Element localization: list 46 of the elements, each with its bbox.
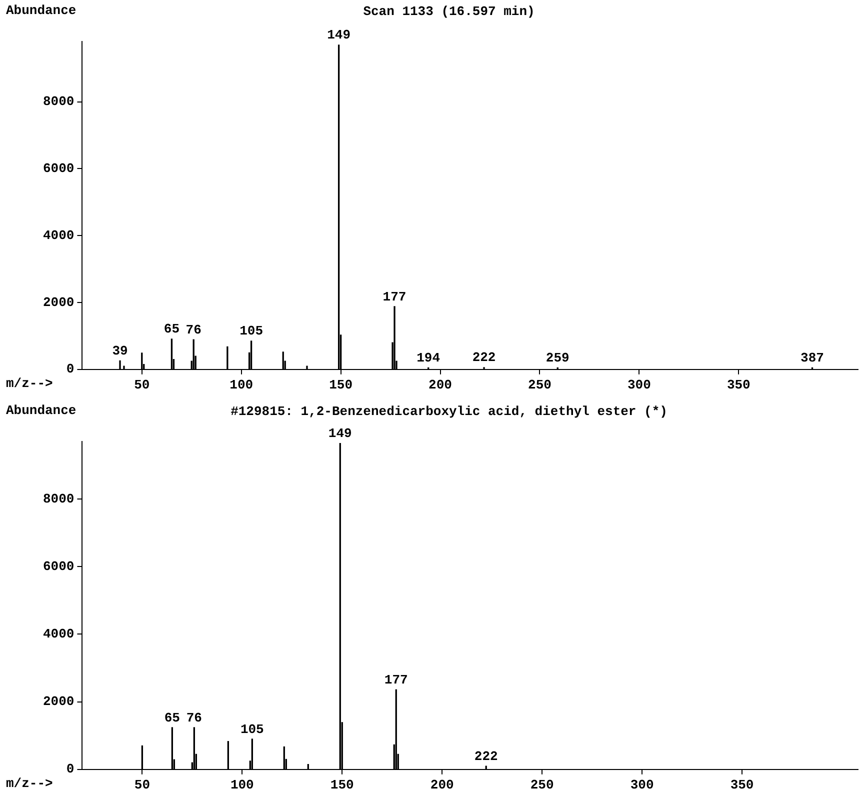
annotation: 149 bbox=[327, 28, 351, 43]
x-tick-label: 300 bbox=[630, 777, 654, 792]
x-tick-label: 50 bbox=[134, 377, 150, 392]
x-tick-label: 300 bbox=[627, 377, 652, 392]
y-tick-label: 0 bbox=[66, 362, 74, 377]
annotation: 39 bbox=[112, 343, 128, 358]
annotation: 65 bbox=[164, 710, 180, 726]
annotation: 387 bbox=[800, 350, 824, 366]
x-tick-label: 350 bbox=[726, 377, 751, 392]
x-tick-label: 150 bbox=[329, 377, 353, 392]
annotation: 177 bbox=[384, 672, 408, 688]
y-tick-label: 6000 bbox=[42, 558, 74, 574]
y-tick-label: 6000 bbox=[42, 160, 74, 176]
chart-title: Scan 1133 (16.597 min) bbox=[363, 4, 535, 20]
y-tick-label: 2000 bbox=[42, 694, 74, 710]
x-tick-label: 200 bbox=[428, 377, 452, 392]
y-axis-title: Abundance bbox=[6, 402, 76, 418]
x-tick-label: 250 bbox=[530, 777, 554, 792]
y-tick-label: 0 bbox=[66, 762, 74, 777]
y-tick-label: 8000 bbox=[42, 94, 74, 110]
annotation: 65 bbox=[164, 322, 180, 337]
x-axis-title: m/z--> bbox=[6, 376, 54, 392]
y-axis-title: Abundance bbox=[6, 2, 76, 18]
y-tick-label: 4000 bbox=[42, 228, 74, 243]
annotation: 76 bbox=[186, 322, 202, 338]
x-tick-label: 250 bbox=[528, 377, 552, 392]
annotation: 76 bbox=[186, 710, 202, 726]
x-tick-label: 350 bbox=[730, 777, 754, 792]
annotation: 177 bbox=[382, 289, 406, 304]
y-tick-label: 4000 bbox=[42, 626, 74, 642]
annotation: 194 bbox=[416, 350, 440, 366]
annotation: 105 bbox=[240, 722, 264, 737]
annotation: 149 bbox=[328, 426, 352, 442]
x-tick-label: 100 bbox=[230, 377, 254, 392]
annotation: 222 bbox=[474, 748, 498, 764]
annotation: 105 bbox=[240, 324, 264, 339]
chart-title: #129815: 1,2-Benzenedicarboxylic acid, diethyl ester (*) bbox=[230, 404, 668, 420]
annotation: 259 bbox=[546, 350, 570, 366]
x-tick-label: 100 bbox=[230, 777, 254, 792]
x-tick-label: 150 bbox=[330, 777, 354, 792]
y-tick-label: 2000 bbox=[42, 294, 74, 310]
y-tick-label: 8000 bbox=[42, 491, 74, 506]
x-tick-label: 50 bbox=[134, 777, 150, 792]
x-axis-title: m/z--> bbox=[6, 776, 54, 792]
annotation: 222 bbox=[472, 350, 496, 366]
x-tick-label: 200 bbox=[430, 777, 454, 792]
